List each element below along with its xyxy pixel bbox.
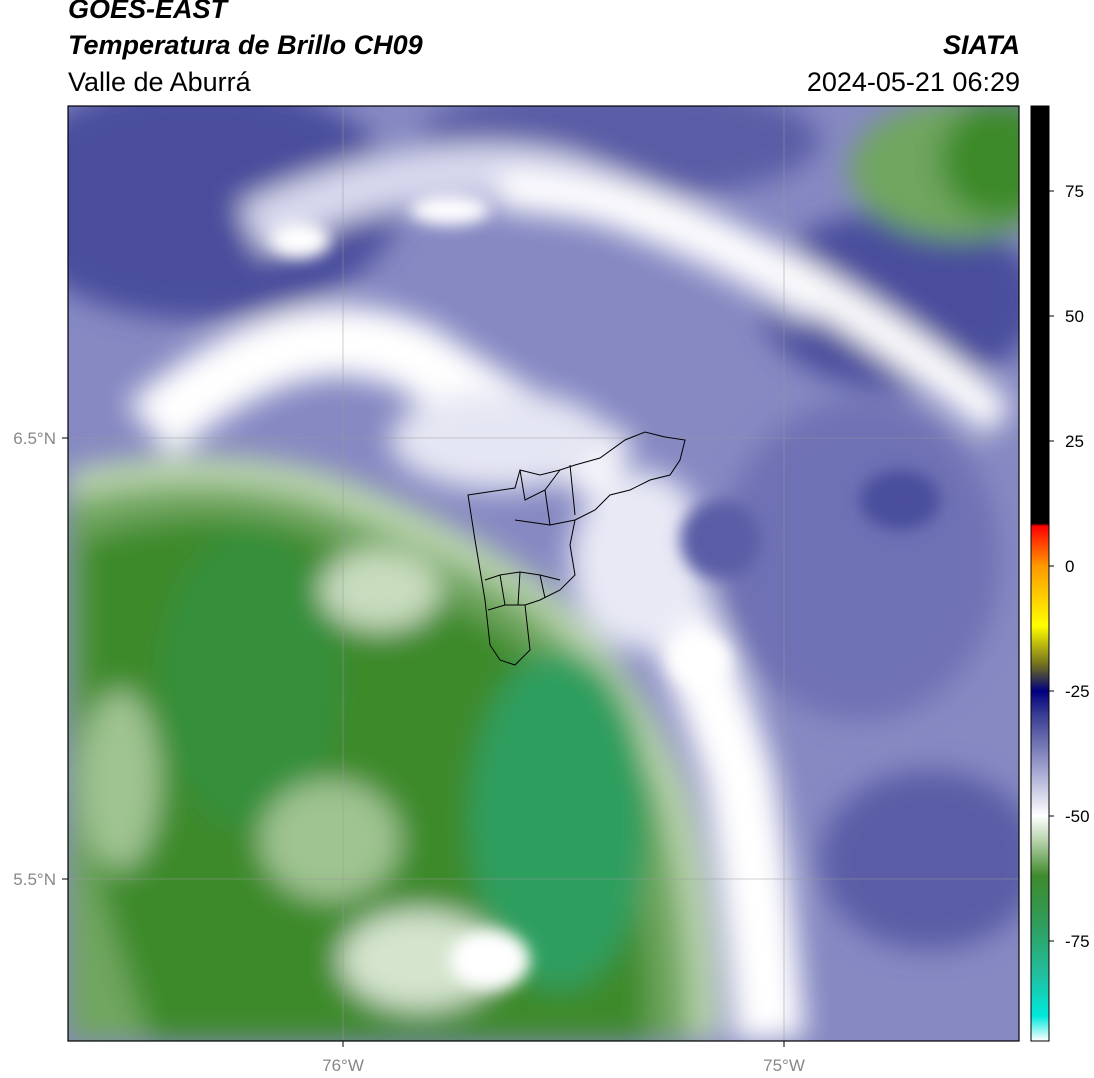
colorbar-tick-label: 75: [1065, 182, 1084, 201]
lat-label-5-5n: 5.5°N: [13, 870, 56, 889]
organization-label: SIATA: [943, 30, 1020, 60]
colorbar-gradient: [1031, 106, 1049, 1041]
lon-label-75w: 75°W: [763, 1056, 805, 1075]
map-frame: [67, 105, 1020, 1042]
colorbar-tick-label: -25: [1065, 682, 1090, 701]
satellite-title: GOES-EAST: [68, 0, 228, 24]
timestamp-label: 2024-05-21 06:29: [806, 67, 1020, 97]
colorbar-tick-label: 25: [1065, 432, 1084, 451]
colorbar-tick-label: -75: [1065, 932, 1090, 951]
colorbar-tick-label: 0: [1065, 557, 1074, 576]
valle-de-aburra-boundaries: [467, 431, 686, 666]
product-title: Temperatura de Brillo CH09: [68, 30, 423, 60]
colorbar-frame: [1030, 105, 1050, 1042]
region-label: Valle de Aburrá: [68, 67, 251, 97]
lat-label-6-5n: 6.5°N: [13, 429, 56, 448]
colorbar-tick-label: -50: [1065, 807, 1090, 826]
brightness-temperature-field: [68, 106, 1019, 1041]
colorbar-tick-label: 50: [1065, 307, 1084, 326]
colorbar: 75 50 25 0 -25 -50 -75: [1030, 105, 1090, 1042]
graticule: [68, 106, 1019, 1041]
lon-label-76w: 76°W: [322, 1056, 364, 1075]
